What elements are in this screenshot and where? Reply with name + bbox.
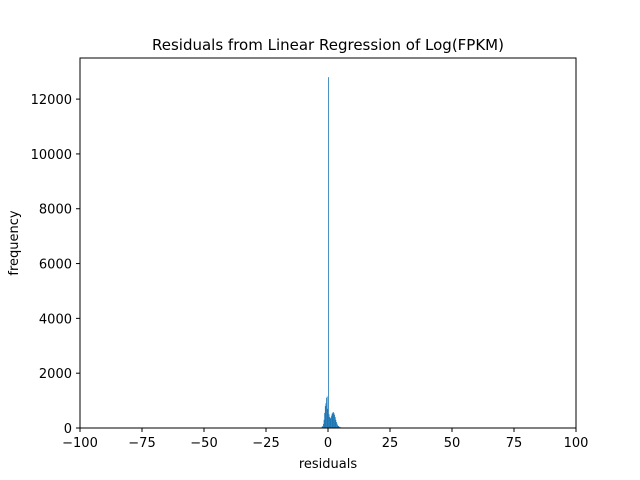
histogram-bar [335, 419, 337, 428]
histogram-bar [324, 406, 326, 428]
histogram-bar [321, 426, 324, 428]
histogram-bar [337, 425, 339, 428]
y-tick-label: 4000 [39, 312, 72, 327]
y-tick-label: 8000 [39, 203, 72, 218]
x-tick-label: 50 [444, 436, 461, 451]
y-tick-label: 2000 [39, 367, 72, 382]
histogram-bar [334, 414, 335, 428]
histogram-bar [324, 412, 326, 428]
x-tick-label: 0 [324, 436, 332, 451]
y-tick-label: 6000 [39, 258, 72, 273]
x-tick-label: −75 [128, 436, 155, 451]
x-axis-label: residuals [299, 457, 358, 472]
histogram-bar [323, 423, 324, 428]
histogram-bar [329, 418, 331, 428]
histogram-bar [332, 412, 334, 428]
histogram-bar [328, 77, 329, 429]
histogram-bar [330, 417, 332, 428]
histogram-bars [320, 77, 343, 429]
histogram-bar [337, 426, 340, 428]
x-tick-label: 100 [564, 436, 589, 451]
histogram-bar [339, 426, 341, 428]
x-tick-label: −25 [252, 436, 279, 451]
x-tick-label: 25 [382, 436, 399, 451]
histogram-bar [334, 417, 336, 428]
histogram-bar [331, 415, 332, 428]
y-tick-label: 0 [64, 422, 72, 437]
histogram-bar [323, 419, 325, 428]
histogram-bar [333, 413, 335, 428]
chart-title: Residuals from Linear Regression of Log(… [152, 36, 504, 54]
histogram-bar [326, 397, 327, 428]
histogram-bar [336, 421, 337, 428]
histogram-bar [328, 414, 330, 428]
histogram-bar [336, 423, 338, 428]
y-axis: 0 2000 4000 6000 8000 10000 12000 [31, 93, 80, 437]
x-tick-label: 75 [506, 436, 523, 451]
x-axis: −100 −75 −50 −25 0 25 50 75 100 [62, 428, 588, 451]
histogram-bar [327, 408, 329, 428]
histogram-bar [329, 417, 331, 428]
x-tick-label: −50 [190, 436, 217, 451]
histogram-bar [325, 403, 327, 428]
y-tick-label: 12000 [31, 93, 72, 108]
histogram-bar [332, 412, 334, 428]
x-tick-label: −100 [62, 436, 98, 451]
y-axis-label: frequency [7, 210, 22, 276]
y-tick-label: 10000 [31, 148, 72, 163]
histogram-bar [326, 396, 328, 428]
histogram-bar [331, 413, 333, 428]
